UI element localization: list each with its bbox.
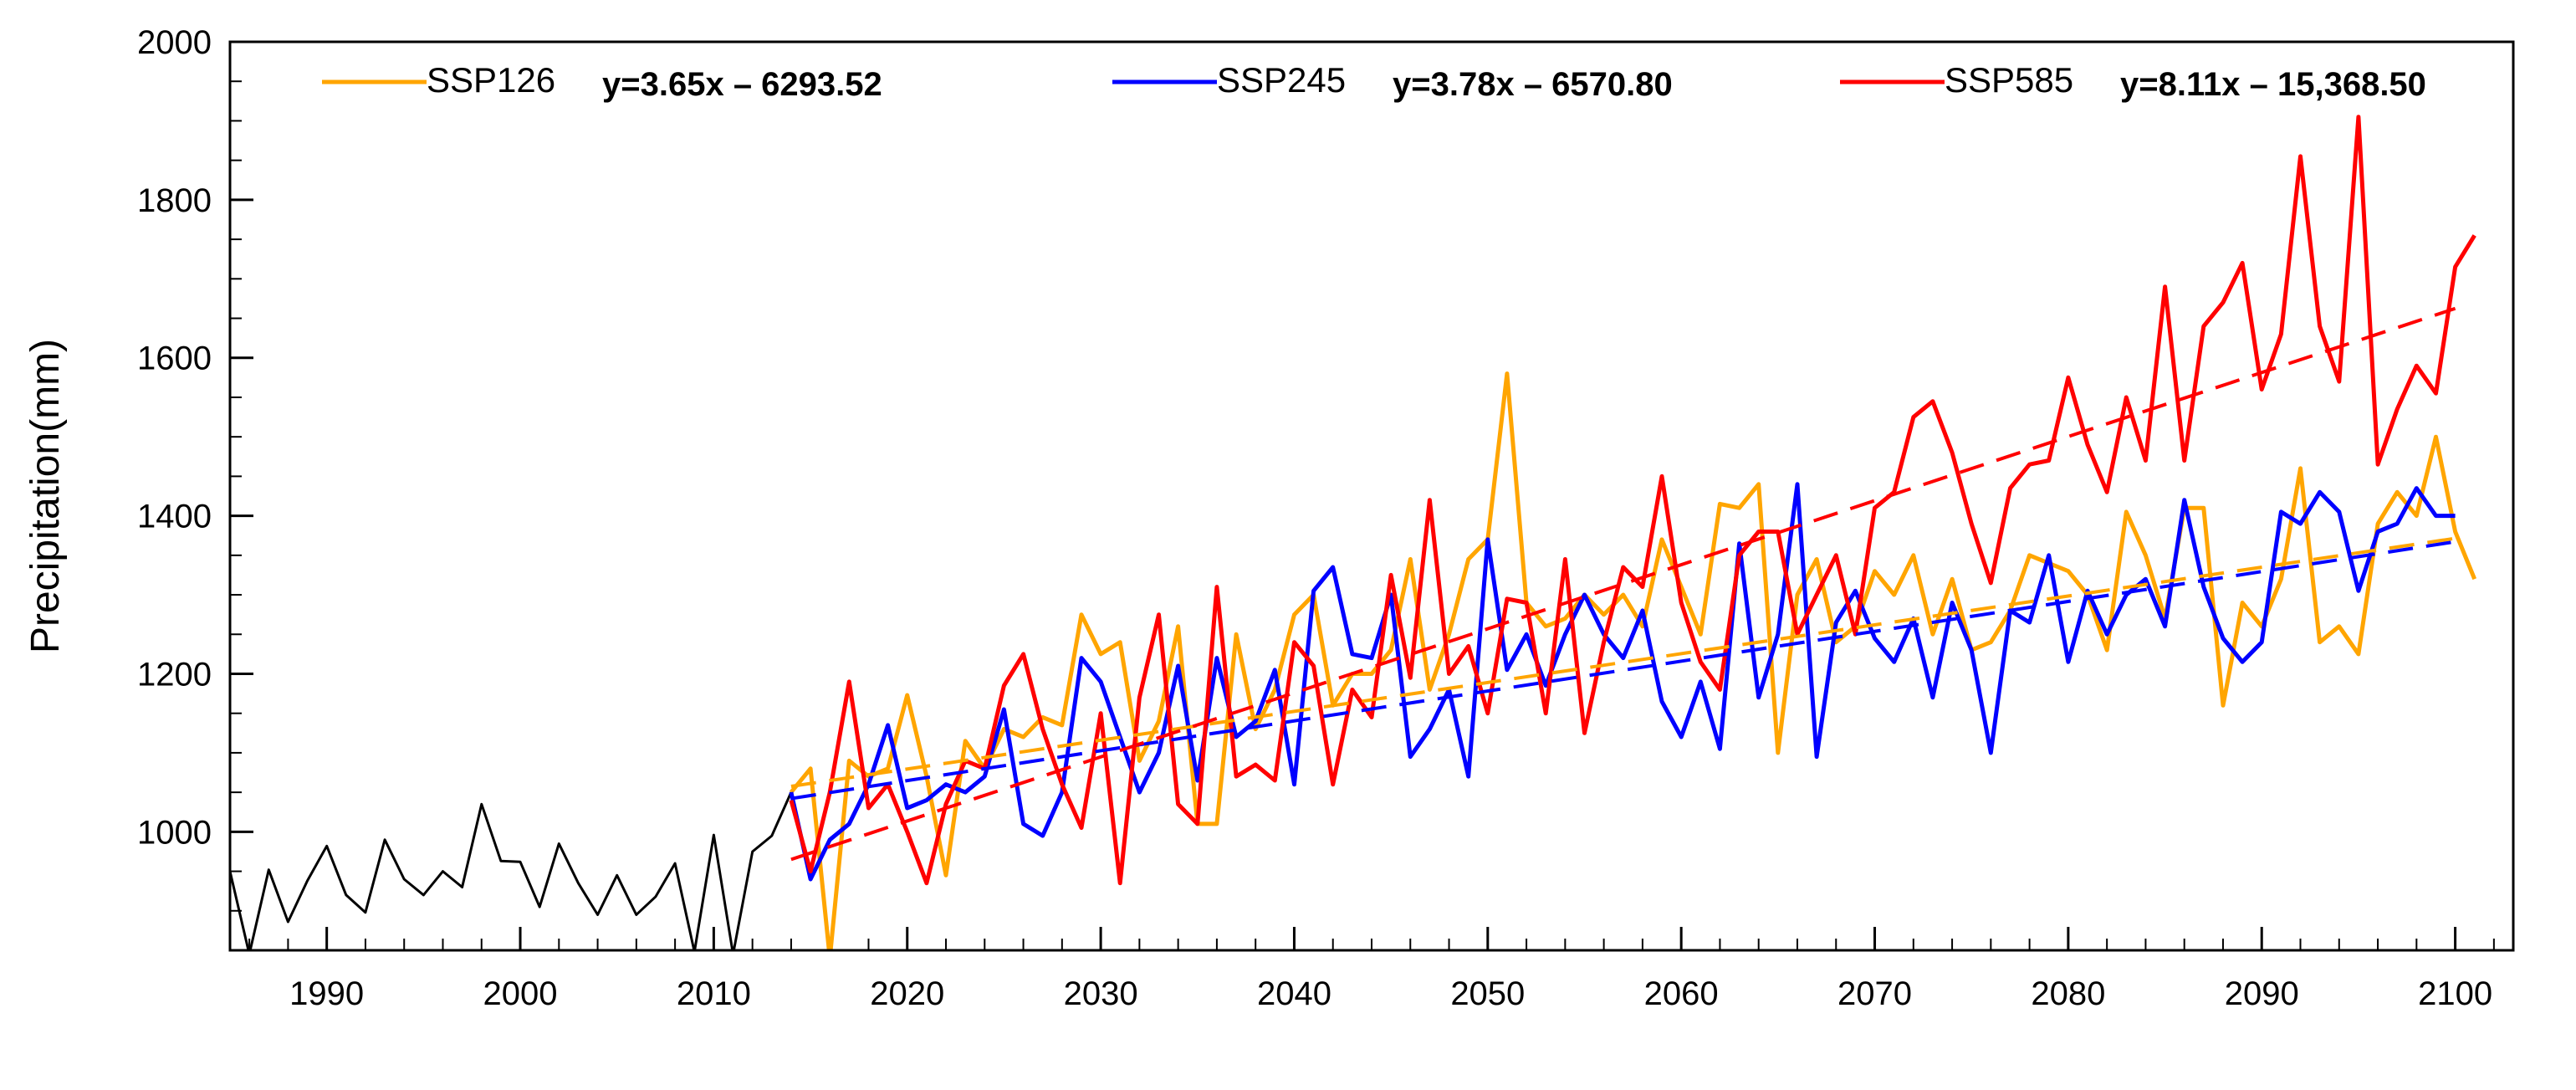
y-tick-label: 2000	[137, 24, 212, 61]
x-tick-label: 2010	[677, 975, 751, 1012]
x-tick-label: 2070	[1837, 975, 1912, 1012]
ssp245-trend-line	[790, 540, 2456, 801]
historical-line	[230, 791, 793, 950]
x-tick-label: 2100	[2418, 975, 2492, 1012]
y-tick-label: 1600	[137, 340, 212, 377]
x-tick-label: 2050	[1450, 975, 1525, 1012]
minor-ticks	[230, 80, 2495, 951]
series-layer	[230, 115, 2477, 950]
ssp585-line	[789, 115, 2476, 886]
major-ticks	[230, 40, 2457, 950]
y-tick-label: 1800	[137, 182, 212, 219]
legend-entry-ssp126: SSP126 y=3.65x – 6293.52	[322, 60, 882, 103]
x-tick-label: 2020	[870, 975, 944, 1012]
x-tick-label: 2090	[2225, 975, 2299, 1012]
legend-entry-ssp585: SSP585 y=8.11x – 15,368.50	[1840, 60, 2426, 103]
ssp126-trend-line	[790, 536, 2456, 788]
legend-equation: y=8.11x – 15,368.50	[2120, 66, 2426, 103]
x-tick-label: 2080	[2031, 975, 2105, 1012]
x-tick-label: 1990	[289, 975, 364, 1012]
trend-layer	[790, 306, 2456, 862]
ssp126-line	[789, 371, 2477, 950]
x-tick-label: 2030	[1064, 975, 1138, 1012]
legend-equation: y=3.65x – 6293.52	[602, 66, 882, 103]
x-tick-label: 2000	[483, 975, 558, 1012]
y-axis-label: Precipitation(mm)	[23, 339, 68, 653]
y-tick-label: 1000	[137, 814, 212, 851]
ssp245-line	[789, 482, 2456, 882]
legend-label: SSP585	[1945, 60, 2073, 100]
legend-label: SSP245	[1217, 60, 1346, 100]
tick-labels: 1000 1200 1400 1600 1800 2000 1990 2000 2010 2020…	[137, 24, 2492, 1012]
legend-equation: y=3.78x – 6570.80	[1393, 66, 1673, 103]
y-tick-label: 1400	[137, 499, 212, 535]
x-tick-label: 2060	[1644, 975, 1719, 1012]
legend: SSP126 y=3.65x – 6293.52 SSP245 y=3.78x – 6…	[322, 60, 2426, 103]
legend-label: SSP126	[427, 60, 555, 100]
ssp585-trend-line	[790, 306, 2456, 862]
y-tick-label: 1200	[137, 656, 212, 693]
plot-frame	[228, 40, 2515, 952]
legend-entry-ssp245: SSP245 y=3.78x – 6570.80	[1112, 60, 1673, 103]
x-tick-label: 2040	[1257, 975, 1331, 1012]
